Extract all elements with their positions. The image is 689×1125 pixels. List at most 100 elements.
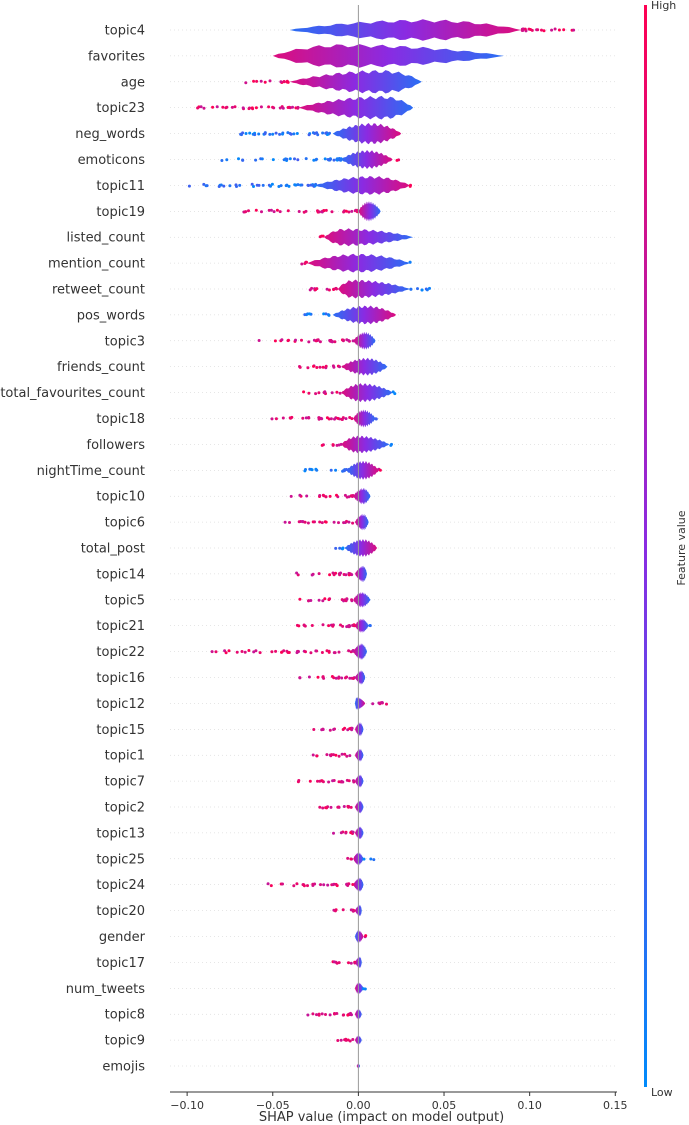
feature-label-friends-count: friends_count xyxy=(57,360,145,375)
feature-label-topic19: topic19 xyxy=(96,205,145,220)
feature-label-topic6: topic6 xyxy=(105,516,145,531)
point-topic5 xyxy=(321,599,325,603)
x-axis: −0.10 −0.05 0.00 0.05 0.10 0.15 xyxy=(170,1091,628,1112)
point-topic11 xyxy=(311,183,315,187)
point-topic6 xyxy=(320,521,324,525)
point-topic8 xyxy=(324,1013,327,1016)
violin-topic23 xyxy=(298,95,414,120)
point-topic18 xyxy=(317,416,321,420)
point-topic19 xyxy=(297,210,301,213)
point-emoticons xyxy=(332,158,336,162)
violin-topic6 xyxy=(355,513,369,531)
point-topic19 xyxy=(342,210,346,214)
point-topic13 xyxy=(351,830,355,834)
point-topic24 xyxy=(269,884,273,888)
violin-topic3 xyxy=(353,332,376,350)
point-topic1 xyxy=(348,754,352,758)
point-topic19 xyxy=(278,210,282,214)
point-friends-count xyxy=(306,366,310,370)
point-topic3 xyxy=(287,338,290,342)
point-pos-words xyxy=(303,313,307,317)
point-topic24 xyxy=(302,884,306,888)
feature-label-topic12: topic12 xyxy=(96,697,145,712)
point-topic14 xyxy=(295,571,299,575)
point-topic18 xyxy=(344,417,348,421)
colorbar-low-label: Low xyxy=(651,1086,673,1099)
violin-friends-count xyxy=(341,357,388,376)
point-neg-words xyxy=(271,132,275,136)
point-age xyxy=(244,81,248,85)
point-topic8 xyxy=(346,1013,350,1017)
point-topic18 xyxy=(336,416,340,420)
point-topic11 xyxy=(285,183,289,187)
feature-label-topic3: topic3 xyxy=(105,334,145,349)
point-topic22 xyxy=(295,651,299,655)
point-topic18 xyxy=(307,416,311,419)
point-total-favourites-count xyxy=(393,392,397,396)
point-topic19 xyxy=(269,208,273,212)
point-topic21 xyxy=(347,625,351,629)
point-topic19 xyxy=(286,209,290,213)
point-neg-words xyxy=(268,132,272,136)
point-friends-count xyxy=(331,364,335,368)
feature-label-gender: gender xyxy=(99,930,146,945)
point-emoticons xyxy=(315,157,318,161)
point-topic8 xyxy=(350,1013,353,1017)
point-topic16 xyxy=(307,675,311,679)
point-retweet-count xyxy=(420,288,424,292)
point-topic14 xyxy=(310,573,314,577)
point-topic21 xyxy=(368,624,372,627)
point-topic14 xyxy=(332,573,336,577)
feature-label-neg-words: neg_words xyxy=(75,127,145,142)
point-topic7 xyxy=(337,780,341,784)
violin-favorites xyxy=(272,44,504,68)
point-topic18 xyxy=(304,416,308,420)
point-topic5 xyxy=(350,598,354,602)
feature-label-topic11: topic11 xyxy=(96,179,145,194)
point-topic1 xyxy=(343,752,347,756)
point-topic2 xyxy=(329,805,333,809)
colorbar-high-label: High xyxy=(651,0,676,12)
x-tick-label: 0.15 xyxy=(603,1099,628,1112)
point-topic15 xyxy=(350,726,354,730)
point-topic7 xyxy=(297,779,301,782)
point-topic3 xyxy=(280,338,284,342)
point-topic16 xyxy=(348,676,352,680)
point-topic8 xyxy=(333,1012,337,1016)
feature-label-followers: followers xyxy=(87,438,146,453)
point-topic4 xyxy=(557,28,561,32)
point-topic10 xyxy=(321,493,325,497)
violins xyxy=(272,19,522,1069)
feature-label-topic23: topic23 xyxy=(96,101,145,116)
point-topic18 xyxy=(270,417,274,421)
feature-label-emoticons: emoticons xyxy=(78,153,146,168)
point-topic21 xyxy=(310,624,314,627)
feature-label-topic18: topic18 xyxy=(96,412,145,427)
point-topic19 xyxy=(330,210,334,214)
point-topic22 xyxy=(309,651,313,655)
point-retweet-count xyxy=(425,288,429,292)
point-topic8 xyxy=(320,1012,324,1016)
point-topic16 xyxy=(351,677,355,680)
point-topic22 xyxy=(240,650,244,653)
violin-topic22 xyxy=(353,643,367,660)
point-emoticons xyxy=(304,157,308,161)
point-topic16 xyxy=(345,675,349,679)
point-topic5 xyxy=(317,598,321,602)
point-topic17 xyxy=(337,961,341,965)
point-topic11 xyxy=(279,184,283,188)
point-topic16 xyxy=(316,675,320,679)
point-topic5 xyxy=(327,598,331,602)
point-topic3 xyxy=(257,339,261,342)
violin-nighttime-count xyxy=(346,461,379,480)
point-emoticons xyxy=(395,158,399,162)
point-topic19 xyxy=(318,210,321,214)
point-topic22 xyxy=(337,650,341,654)
point-topic22 xyxy=(258,651,262,655)
feature-label-topic4: topic4 xyxy=(105,24,145,39)
violin-topic1 xyxy=(355,748,364,762)
point-topic3 xyxy=(307,340,311,344)
violin-topic4 xyxy=(289,19,522,41)
point-topic23 xyxy=(272,106,276,110)
point-friends-count xyxy=(338,365,341,369)
